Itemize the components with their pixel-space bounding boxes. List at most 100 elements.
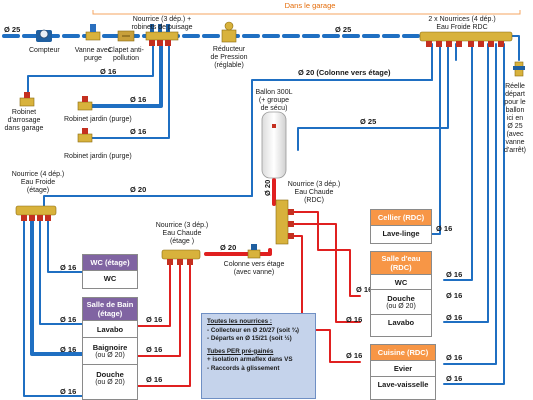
label-reel-2: départ: [505, 91, 525, 98]
label-clapet-2: pollution: [113, 55, 139, 62]
etage-hot-manifold-icon: [161, 249, 201, 265]
dia-main-in: Ø 25: [4, 25, 20, 34]
dia-ballon-hot: Ø 20: [263, 180, 272, 196]
reel-depart-valve-icon: [513, 61, 525, 77]
fixture-lavabo-rdc: Lavabo: [371, 314, 431, 330]
label-nourrice-garage-1: Nourrice (3 dép.) +: [133, 16, 192, 23]
check-valve-icon: [117, 30, 135, 42]
fixture-lavelinge: Lave-linge: [371, 225, 431, 241]
label-vanne-2: purge: [84, 55, 102, 62]
dia-lavelinge: Ø 16: [436, 224, 452, 233]
dia-lavabo-etage: Ø 16: [60, 315, 76, 324]
label-nourrice-garage-2: robinets de puisage: [131, 24, 192, 31]
dia-lavabo-hot: Ø 16: [146, 315, 162, 324]
room-title: Cuisine (RDC): [371, 345, 435, 360]
dia-jardin-1: Ø 16: [130, 95, 146, 104]
label-ballon-1: Ballon 300L: [256, 89, 293, 96]
garden-tap-icon: [19, 92, 93, 143]
fixture-douche: Douche (ou Ø 20): [83, 364, 137, 391]
notes-title-2: Tubes PER pré-gainés: [207, 347, 274, 355]
hot-water-pipes: [137, 178, 361, 387]
room-title: Salle de Bain (étage): [83, 298, 137, 320]
label-reducteur-1: Réducteur: [213, 46, 246, 53]
water-heater-icon: [261, 111, 287, 179]
dia-ef-etage: Ø 20: [130, 185, 146, 194]
notes-line-3: + isolation armaflex dans VS: [207, 356, 293, 364]
garage-label-bg: [272, 0, 348, 11]
fixture-lavabo: Lavabo: [83, 320, 137, 337]
label-jardin-1: Robinet jardin (purge): [64, 116, 132, 123]
room-title: Cellier (RDC): [371, 210, 431, 225]
fixture-douche-rdc: Douche (ou Ø 20): [371, 289, 431, 314]
label-reducteur-3: (réglable): [214, 62, 244, 69]
label-reel-8: vanne: [505, 139, 524, 146]
fixture-wc-rdc: WC: [371, 274, 431, 289]
label-reel-1: Réelle: [505, 83, 525, 90]
label-colonne-1: Colonne vers étage: [224, 261, 285, 268]
label-reel-7: (avec: [506, 131, 524, 138]
label-ef-etage-2: Eau Froide: [21, 179, 55, 186]
dia-douche-rdc-hot: Ø 16: [356, 285, 372, 294]
room-salle-eau: Salle d'eau (RDC) WC Douche (ou Ø 20) Lav…: [370, 251, 432, 337]
label-reel-3: pour le: [504, 99, 526, 106]
label-ec-rdc-1: Nourrice (3 dép.): [288, 181, 341, 188]
dia-ballon: Ø 25: [360, 117, 376, 126]
dia-douche-etage: Ø 16: [60, 387, 76, 396]
room-title: WC (étage): [83, 255, 137, 270]
dia-douche-hot: Ø 16: [146, 375, 162, 384]
dia-jardin-2: Ø 16: [130, 127, 146, 136]
dia-baignoire-etage: Ø 16: [60, 345, 76, 354]
notes-line-4: - Raccords à glissement: [207, 364, 280, 372]
notes-box: Toutes les nourrices : - Collecteur en Ø…: [201, 313, 316, 399]
diagram-labels: Ø 25 Ø 25 Compteur Vanne avec purge Clap…: [4, 16, 526, 396]
label-ec-rdc-3: (RDC): [304, 197, 324, 204]
label-colonne-2: (avec vanne): [234, 269, 274, 276]
label-reel-9: d'arrêt): [504, 147, 526, 154]
dia-wc-etage: Ø 16: [60, 263, 76, 272]
room-sdb-etage: Salle de Bain (étage) Lavabo Baignoire (o…: [82, 297, 138, 400]
label-nourrices-rdc-2: Eau Froide RDC: [436, 24, 487, 31]
label-compteur: Compteur: [29, 47, 60, 54]
dia-arrosage: Ø 16: [100, 67, 116, 76]
fixture-evier: Evier: [371, 360, 435, 376]
etage-cold-manifold-icon: [15, 205, 57, 221]
notes-line-2: - Départs en Ø 15/21 (soit ½): [207, 335, 292, 343]
room-cellier: Cellier (RDC) Lave-linge: [370, 209, 432, 244]
room-cuisine: Cuisine (RDC) Evier Lave-vaisselle: [370, 344, 436, 400]
label-nourrices-rdc-1: 2 x Nourrices (4 dép.): [428, 16, 495, 23]
dia-wc-rdc: Ø 16: [446, 270, 462, 279]
label-ec-rdc-2: Eau Chaude: [295, 189, 334, 196]
label-vanne-1: Vanne avec: [75, 47, 112, 54]
rdc-cold-manifold-icon: [419, 31, 513, 47]
water-meter-icon: [36, 29, 52, 42]
room-wc-etage: WC (étage) WC: [82, 254, 138, 289]
label-ballon-3: de sécu): [261, 105, 288, 112]
dia-colonne-etage: Ø 20 (Colonne vers étage): [298, 68, 391, 77]
label-reel-4: ballon: [506, 107, 525, 114]
dia-baignoire-hot: Ø 16: [146, 345, 162, 354]
label-arrosage-2: d'arrosage: [8, 117, 41, 124]
label-arrosage-3: dans garage: [5, 125, 44, 132]
rdc-hot-manifold-icon: [275, 199, 294, 245]
dia-colonne-ec: Ø 20: [220, 243, 236, 252]
dia-main-rdc: Ø 25: [335, 25, 351, 34]
room-title: Salle d'eau (RDC): [371, 252, 431, 274]
dia-lavabo-rdc-hot: Ø 16: [346, 315, 362, 324]
label-ef-etage-1: Nourrice (4 dép.): [12, 171, 65, 178]
label-clapet-1: Clapet anti-: [108, 47, 144, 54]
garage-label: Dans le garage: [285, 1, 336, 10]
fixture-lavevaisselle: Lave-vaisselle: [371, 376, 435, 392]
label-jardin-2: Robinet jardin (purge): [64, 153, 132, 160]
label-ec-etage-1: Nourrice (3 dép.): [156, 222, 209, 229]
label-ballon-2: (+ groupe: [259, 97, 289, 104]
dia-lavevaisselle: Ø 16: [446, 374, 462, 383]
label-ec-etage-3: (étage ): [170, 238, 194, 245]
label-ef-etage-3: (étage): [27, 187, 49, 194]
column-valve-icon: [247, 244, 261, 259]
cold-water-pipes: [2, 34, 520, 397]
dia-douche-rdc: Ø 16: [446, 291, 462, 300]
valve-drain-icon: [85, 24, 101, 41]
label-arrosage-1: Robinet: [12, 109, 36, 116]
